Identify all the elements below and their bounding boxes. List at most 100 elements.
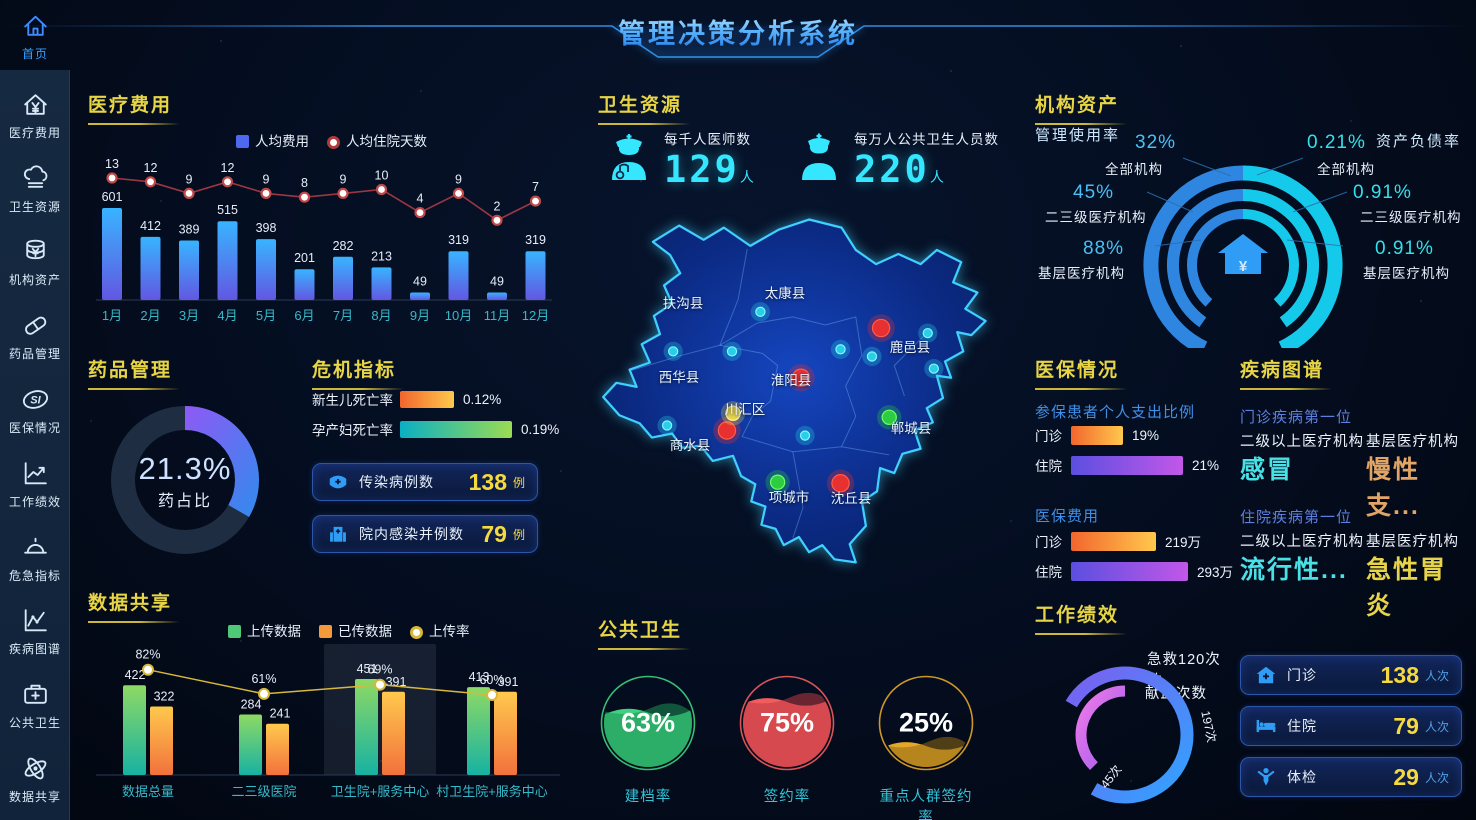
sidebar-item-insurance[interactable]: SI 医保情况 <box>0 384 70 436</box>
panel-crisis: 危机指标 新生儿死亡率 0.12% 孕产妇死亡率 0.19% 传染病例数 138 例 … <box>312 355 565 587</box>
sidebar-item-org-assets[interactable]: 机构资产 <box>0 236 70 288</box>
home-icon <box>23 15 47 36</box>
liquid-label: 重点人群签约率 <box>879 789 973 820</box>
disease-subtitle-1: 住院疾病第一位 <box>1240 509 1353 526</box>
svg-text:451: 451 <box>357 662 378 676</box>
nurse-icon <box>802 133 836 180</box>
org-assets-gauge: ¥ <box>1143 157 1348 348</box>
gauge-left-value-2: 88% <box>1083 238 1125 259</box>
map-label-鹿邑县[interactable]: 鹿邑县 <box>889 340 931 355</box>
panel-org-assets: 机构资产 管理使用率 资产负债率 ¥ 32% 全部机构 45% 二三级医疗机构 88… <box>1035 90 1465 348</box>
data-share-legend: 上传数据 已传数据 上传率 <box>228 620 470 640</box>
map-marker-green[interactable] <box>769 474 786 490</box>
panel-map: 扶沟县 太康县西华县 淮阳县 川汇区商水县 鹿邑县郸城县项城市 沈丘县 <box>590 200 1016 592</box>
map-marker-cyan[interactable] <box>866 351 878 362</box>
coins-icon <box>25 240 45 260</box>
bar <box>179 240 199 300</box>
sidebar-item-health-resource[interactable]: 卫生资源 <box>0 163 70 215</box>
map-marker-cyan[interactable] <box>661 420 673 431</box>
svg-text:7月: 7月 <box>333 308 353 323</box>
svg-text:69%: 69% <box>367 663 392 677</box>
drug-ratio-label: 药占比 <box>157 493 212 510</box>
map-marker-cyan[interactable] <box>928 363 940 374</box>
sidebar-item-public-health[interactable]: 公共卫生 <box>0 679 70 731</box>
map-markers <box>657 302 944 497</box>
insurance-row: 住院 293万 <box>1035 561 1233 581</box>
sidebar-item-medical-cost[interactable]: 医疗费用 <box>0 89 70 141</box>
map-marker-red[interactable] <box>871 318 891 338</box>
map-marker-cyan[interactable] <box>667 346 679 357</box>
liquid-label: 建档率 <box>624 789 672 805</box>
map-label-西华县[interactable]: 西华县 <box>658 370 700 385</box>
panel-title-medical-cost: 医疗费用 <box>88 90 181 125</box>
insurance-row: 住院 21% <box>1035 455 1220 475</box>
sidebar-item-data-share[interactable]: 数据共享 <box>0 753 70 805</box>
gauge-right-value-1: 0.91% <box>1353 182 1412 203</box>
sidebar-item-disease[interactable]: 疾病图谱 <box>0 605 70 657</box>
map-marker-red[interactable] <box>717 421 737 440</box>
cloud-icon <box>23 165 47 188</box>
svg-text:82%: 82% <box>135 648 160 662</box>
gauge-left-title: 管理使用率 <box>1035 127 1121 144</box>
crisis-row: 新生儿死亡率 0.12% <box>312 390 502 408</box>
map-marker-cyan[interactable] <box>726 346 738 357</box>
gauge-right-label-1: 二三级医疗机构 <box>1360 210 1462 225</box>
map-label-沈丘县[interactable]: 沈丘县 <box>830 491 872 506</box>
sidebar: 首页 医疗费用卫生资源机构资产药品管理 SI 医保情况 工作绩效危急指标疾病图谱公共卫… <box>0 0 70 820</box>
map-marker-cyan[interactable] <box>799 430 811 441</box>
svg-text:241: 241 <box>270 707 291 721</box>
line-dot <box>183 187 195 200</box>
sidebar-item-critical[interactable]: 危急指标 <box>0 532 70 584</box>
map-marker-yellow[interactable] <box>725 405 741 421</box>
line-dot <box>298 191 311 203</box>
map-label-郸城县[interactable]: 郸城县 <box>890 421 932 436</box>
gauge-right-label-0: 全部机构 <box>1317 162 1375 177</box>
map-label-扶沟县[interactable]: 扶沟县 <box>662 296 704 311</box>
map-marker-red[interactable] <box>791 368 811 387</box>
bar <box>294 269 315 300</box>
map-marker-cyan[interactable] <box>755 306 766 317</box>
region-map[interactable] <box>590 200 1016 592</box>
performance-stat-体检: 体检 29 人次 <box>1240 757 1462 797</box>
map-label-川汇区[interactable]: 川汇区 <box>724 402 766 417</box>
doctor-icon <box>612 134 646 180</box>
insurance-row: 门诊 219万 <box>1035 531 1201 551</box>
map-label-商水县[interactable]: 商水县 <box>669 438 711 453</box>
svg-text:¥: ¥ <box>1239 258 1248 275</box>
svg-text:9月: 9月 <box>410 308 430 323</box>
bar <box>487 292 507 300</box>
svg-text:3月: 3月 <box>179 308 199 323</box>
disease-name: 慢性支... <box>1366 456 1421 520</box>
map-marker-cyan[interactable] <box>835 344 846 355</box>
map-label-项城市[interactable]: 项城市 <box>768 490 810 505</box>
line-dot <box>486 689 498 701</box>
medkit-icon <box>23 685 47 704</box>
insurance-subtitle-1: 医保费用 <box>1035 508 1100 525</box>
map-marker-cyan[interactable] <box>922 327 933 339</box>
sidebar-item-home[interactable]: 首页 <box>0 10 70 62</box>
svg-text:413: 413 <box>469 670 490 684</box>
sidebar-item-performance[interactable]: 工作绩效 <box>0 458 70 510</box>
svg-text:10: 10 <box>375 169 389 183</box>
map-label-太康县[interactable]: 太康县 <box>764 286 806 301</box>
trend-chart-icon <box>24 462 47 485</box>
svg-text:4: 4 <box>417 192 424 206</box>
line-dot <box>260 187 272 200</box>
mask-icon <box>329 475 347 489</box>
gauge-left-value-1: 45% <box>1073 182 1115 203</box>
sidebar-item-drug-mgmt[interactable]: 药品管理 <box>0 310 70 362</box>
map-region-shape[interactable] <box>602 218 987 564</box>
map-marker-red[interactable] <box>831 473 850 493</box>
svg-text:8: 8 <box>301 176 308 190</box>
liquid-percent: 63% <box>620 707 676 738</box>
panel-title-insurance: 医保情况 <box>1035 355 1128 390</box>
map-label-淮阳县[interactable]: 淮阳县 <box>770 373 812 388</box>
panel-disease: 疾病图谱 门诊疾病第一位 二级以上医疗机构 感冒 基层医疗机构 慢性支... 住院疾病第一… <box>1240 355 1466 620</box>
house-yen-icon <box>23 94 47 115</box>
insurance-subtitle-0: 参保患者个人支出比例 <box>1035 404 1196 421</box>
bar <box>382 691 405 775</box>
map-marker-green[interactable] <box>881 409 897 426</box>
legend-line: 人均住院天数 <box>327 130 427 150</box>
svg-text:SI: SI <box>30 395 41 407</box>
